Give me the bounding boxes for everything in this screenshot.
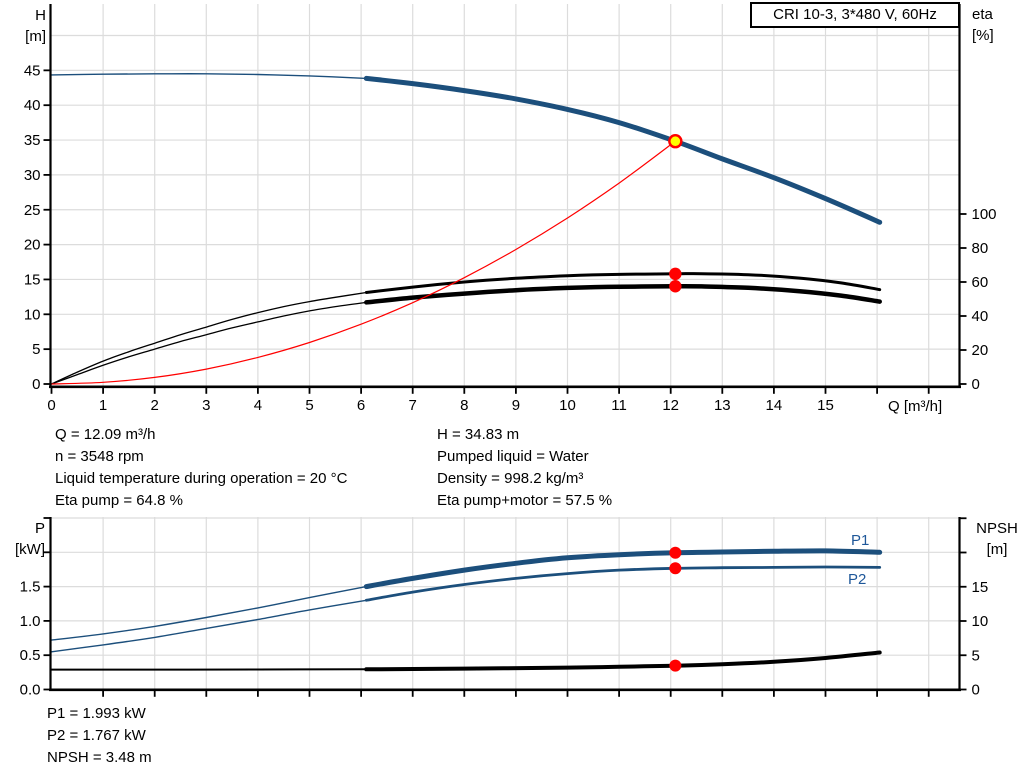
info-npsh: NPSH = 3.48 m xyxy=(47,749,152,766)
npsh-axis-title-line2: [m] xyxy=(986,541,1008,558)
info-block-left: Q = 12.09 m³/h n = 3548 rpm Liquid tempe… xyxy=(55,424,347,512)
x-tick-label: 5 xyxy=(305,397,313,414)
curve-npsh xyxy=(364,650,882,672)
info-pumped-liquid: Pumped liquid = Water xyxy=(437,448,589,465)
pump-designation-box: CRI 10-3, 3*480 V, 60Hz xyxy=(750,2,960,28)
curve-p2-thin xyxy=(50,599,367,653)
left-tick-label: 0.0 xyxy=(20,682,41,699)
right-tick-label: 60 xyxy=(972,274,989,291)
curve-h-thin xyxy=(50,73,367,80)
x-tick-label: 2 xyxy=(151,397,159,414)
x-tick-label: 10 xyxy=(559,397,576,414)
p-axis-title: P [kW] xyxy=(8,518,45,560)
x-tick-label: 14 xyxy=(766,397,783,414)
info-density: Density = 998.2 kg/m³ xyxy=(437,470,584,487)
eta-axis-title-line1: eta xyxy=(972,6,993,23)
curve-eta-pump xyxy=(364,272,882,294)
left-tick-label: 30 xyxy=(24,167,41,184)
info-speed: n = 3548 rpm xyxy=(55,448,144,465)
p-axis-title-line2: [kW] xyxy=(15,541,45,558)
npsh-axis-title-line1: NPSH xyxy=(976,520,1018,537)
x-tick-label: 4 xyxy=(254,397,262,414)
marker-eta-pump-point xyxy=(669,267,682,281)
curve-p2 xyxy=(364,565,882,602)
right-tick-label: 80 xyxy=(972,240,989,257)
x-tick-label: 12 xyxy=(662,397,679,414)
left-tick-label: 1.5 xyxy=(20,579,41,596)
info-eta-pump-motor: Eta pump+motor = 57.5 % xyxy=(437,492,613,509)
npsh-axis-title: NPSH [m] xyxy=(971,518,1023,560)
curve-eta-pump-thin xyxy=(50,291,367,385)
curve-eta-pump-motor-thin xyxy=(50,301,367,385)
left-tick-label: 15 xyxy=(24,271,41,288)
info-block-right: H = 34.83 m Pumped liquid = Water Densit… xyxy=(437,424,612,512)
left-tick-label: 1.0 xyxy=(20,613,41,630)
marker-p2-point xyxy=(669,562,682,575)
left-tick-label: 0.5 xyxy=(20,647,41,664)
left-tick-label: 0 xyxy=(32,376,40,393)
info-p1: P1 = 1.993 kW xyxy=(47,705,146,722)
left-tick-label: 35 xyxy=(24,132,41,149)
marker-eta-pump-motor-point xyxy=(669,280,682,293)
x-tick-label: 8 xyxy=(460,397,468,414)
curve-p1-thin xyxy=(50,585,367,641)
left-tick-label: 40 xyxy=(24,97,41,114)
h-axis-title: H [m] xyxy=(8,5,46,47)
p2-curve-label: P2 xyxy=(848,571,867,588)
right-tick-label: 0 xyxy=(972,376,980,393)
curve-system-curve xyxy=(50,140,676,385)
x-tick-label: 11 xyxy=(611,397,627,414)
info-block-bottom: P1 = 1.993 kW P2 = 1.767 kW NPSH = 3.48 … xyxy=(47,703,152,769)
info-p2: P2 = 1.767 kW xyxy=(47,727,146,744)
right-tick-label: 20 xyxy=(972,342,989,359)
info-q: Q = 12.09 m³/h xyxy=(55,426,156,443)
left-tick-label: 10 xyxy=(24,306,41,323)
left-tick-label: 25 xyxy=(24,202,41,219)
marker-p1-point xyxy=(669,546,682,559)
right-tick-label: 5 xyxy=(972,647,980,664)
p-axis-title-line1: P xyxy=(34,520,45,537)
q-axis-title: Q [m³/h] xyxy=(888,398,943,415)
left-tick-label: 20 xyxy=(24,237,41,254)
x-tick-label: 1 xyxy=(99,397,107,414)
x-tick-label: 6 xyxy=(357,397,365,414)
eta-axis-title-line2: [%] xyxy=(972,27,994,44)
x-tick-label: 15 xyxy=(817,397,834,414)
right-tick-label: 40 xyxy=(972,308,989,325)
info-eta-pump: Eta pump = 64.8 % xyxy=(55,492,183,509)
marker-duty-point[interactable] xyxy=(668,134,683,149)
info-liquid-temperature: Liquid temperature during operation = 20… xyxy=(55,470,348,487)
h-axis-title-line1: H xyxy=(35,7,46,24)
left-tick-label: 5 xyxy=(32,341,40,358)
x-tick-label: 3 xyxy=(202,397,210,414)
info-h: H = 34.83 m xyxy=(437,426,520,443)
right-tick-label: 100 xyxy=(972,206,997,223)
hq-eta-chart: 0 1 2 3 4 5 6 7 8 9 10 11 12 13 14 15051015202530354045… xyxy=(24,4,997,414)
right-tick-label: 15 xyxy=(972,579,989,596)
x-tick-label: 13 xyxy=(714,397,731,414)
curve-p1 xyxy=(363,548,883,590)
right-tick-label: 10 xyxy=(972,613,989,630)
right-tick-label: 0 xyxy=(972,682,980,699)
x-tick-label: 9 xyxy=(512,397,520,414)
p1-curve-label: P1 xyxy=(851,532,870,549)
marker-npsh-point xyxy=(669,659,682,672)
x-tick-label: 7 xyxy=(409,397,417,414)
x-tick-label: 0 xyxy=(47,397,55,414)
power-npsh-chart: 0.0 0.5 1.0 1.5 0 5 10 15 xyxy=(20,517,989,699)
curve-eta-pump-motor xyxy=(364,283,882,305)
left-tick-label: 45 xyxy=(24,62,41,79)
eta-axis-title: eta [%] xyxy=(972,4,994,46)
curve-h-main xyxy=(363,75,883,225)
h-axis-title-line2: [m] xyxy=(25,28,46,45)
